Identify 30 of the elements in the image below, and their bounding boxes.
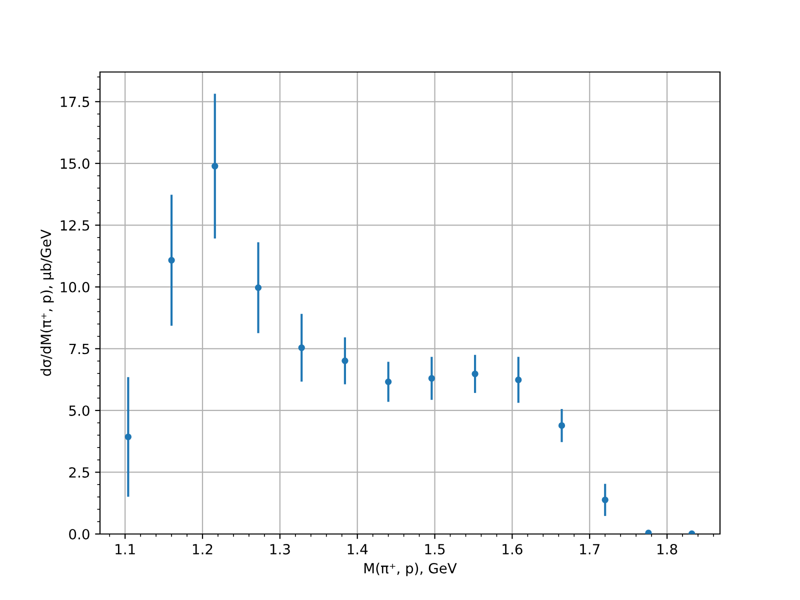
point bbox=[515, 376, 522, 384]
point bbox=[558, 422, 566, 429]
y-tick-label: 5.0 bbox=[69, 405, 90, 416]
x-tick-label: 1.6 bbox=[502, 544, 522, 554]
x-tick-label: 1.5 bbox=[425, 544, 445, 554]
point bbox=[384, 378, 392, 386]
point bbox=[298, 344, 305, 352]
y-tick-label: 0.0 bbox=[69, 528, 90, 540]
y-tick-label: 17.5 bbox=[60, 96, 90, 108]
point bbox=[342, 357, 348, 364]
point bbox=[472, 370, 478, 378]
point bbox=[428, 375, 436, 382]
x-axis-title: M(π⁺, p), GeV bbox=[364, 562, 457, 576]
x-tick-label: 1.7 bbox=[580, 544, 600, 554]
x-tick-label: 1.1 bbox=[116, 544, 135, 554]
point bbox=[212, 162, 218, 170]
point bbox=[168, 256, 175, 264]
x-tick-label: 1.3 bbox=[270, 544, 290, 554]
x-tick-label: 1.4 bbox=[348, 544, 368, 554]
y-tick-label: 2.5 bbox=[69, 467, 90, 478]
y-tick-label: 7.5 bbox=[69, 344, 90, 354]
x-tick-label: 1.2 bbox=[192, 544, 212, 554]
y-tick-label: 15.0 bbox=[60, 158, 90, 169]
y-tick-label: 10.0 bbox=[60, 282, 90, 292]
point bbox=[602, 496, 608, 504]
y-tick-label: 12.5 bbox=[60, 220, 90, 231]
x-tick-label: 1.8 bbox=[658, 544, 678, 554]
y-axis-title: dσ/dM(π⁺, p), μb/GeV bbox=[40, 229, 54, 376]
point bbox=[124, 434, 132, 440]
point bbox=[254, 284, 262, 292]
